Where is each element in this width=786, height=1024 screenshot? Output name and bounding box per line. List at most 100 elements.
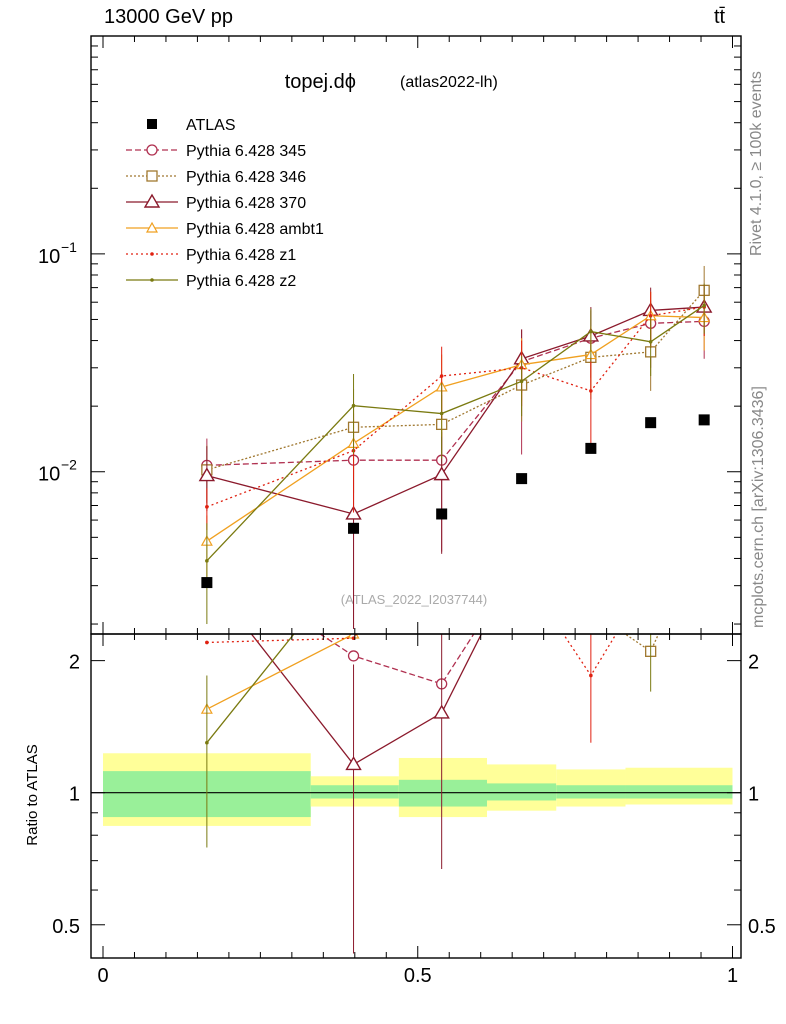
legend-label: Pythia 6.428 z2 [186,273,296,290]
series-line [206,320,705,466]
series-ratio-point [699,592,709,602]
series-ratio-point [644,558,658,570]
watermark: (ATLAS_2022_I2037744) [341,592,487,607]
series-ratio-point [697,558,711,570]
band-inner [556,785,626,799]
atlas-data-point [516,473,528,485]
series-point [439,374,444,378]
series-ratio-point [205,640,209,645]
chart-subtitle: (atlas2022-lh) [400,74,498,91]
chart-title: topej.dϕ [285,71,356,93]
series-ratio-point [517,598,527,608]
series-ratio-point [515,547,529,559]
x-tick-label: 0 [97,965,108,987]
series-point [351,403,356,408]
legend-label: Pythia 6.428 z1 [186,247,296,264]
series-point [702,303,706,308]
band-inner [310,785,399,799]
series-ratio-line [250,634,483,766]
series-ratio-point [702,563,706,567]
ratio-tick-label-right: 2 [748,652,759,674]
series-1-main [201,265,710,503]
legend-label: Pythia 6.428 370 [186,195,306,212]
ratio-tick-label-left: 2 [69,652,80,674]
atlas-data-point [698,414,710,426]
series-point [519,379,524,384]
legend-marker-atlas [147,119,157,129]
series-0-main [201,299,710,629]
series-point [439,411,444,416]
series-point [433,466,450,481]
legend-label: Pythia 6.428 345 [186,143,306,160]
series-point [589,389,593,393]
series-point [205,505,209,509]
series-ratio-point [702,563,706,567]
series-point [648,313,653,318]
band-inner [625,785,733,799]
series-line [206,306,705,508]
series-ratio-point [520,569,524,573]
legend-marker [146,170,158,182]
ratio-tick-label-right: 1 [748,784,759,806]
series-ratio-point [699,582,709,591]
series-ratio-point [589,558,593,562]
legend-label-atlas: ATLAS [186,117,236,134]
x-tick-label: 1 [727,965,738,987]
series-ratio-point [586,606,596,616]
ratio-tick-label-left: 0.5 [52,916,80,938]
ratio-y-label: Ratio to ATLAS [24,744,41,845]
series-ratio-point [517,555,527,565]
atlas-data-point [201,577,213,589]
series-ratio-point [586,598,596,607]
legend-marker [145,221,159,233]
series-5-main [205,283,706,625]
series-ratio-point [433,704,450,719]
series-ratio-point [520,595,524,599]
atlas-data-point [436,508,448,520]
series-ratio-point [646,572,656,581]
atlas-data-point [348,522,360,534]
series-point [345,505,362,520]
series-ratio-line [318,634,475,685]
y-tick-label: 10 [38,246,60,268]
ratio-frame [90,633,742,959]
series-point [198,467,216,482]
series-2-ratio [250,547,711,954]
series-ratio-line [206,634,355,710]
legend-label: Pythia 6.428 346 [186,169,306,186]
legend-marker [143,193,161,208]
energy-label: 13000 GeV pp [104,6,233,28]
series-ratio-point [649,575,653,579]
series-point [205,559,209,563]
series-line [206,315,705,542]
series-3-main [200,291,711,577]
series-ratio-point [699,528,709,538]
series-ratio-point [345,756,362,771]
series-ratio-line [206,634,295,744]
series-ratio-point [517,560,527,569]
series-line [206,304,705,562]
y-tick-label: 10 [38,464,60,486]
process-label: tt̄ [714,6,726,28]
band-inner [486,783,557,801]
series-ratio-point [347,650,360,662]
legend-marker [150,252,154,256]
series-ratio-point [584,558,598,570]
x-tick-label: 0.5 [404,965,432,987]
series-ratio-point [586,566,596,576]
legend-label: Pythia 6.428 ambt1 [186,221,324,238]
y-tick-exponent: −1 [61,239,77,255]
series-point [648,339,653,344]
series-ratio-point [649,624,653,628]
atlas-data-point [645,417,657,429]
legend-marker [150,278,154,282]
ratio-tick-label-right: 0.5 [748,916,776,938]
legend-marker [146,144,158,156]
y-tick-exponent: −2 [61,457,77,473]
series-ratio-point [437,606,447,616]
ratio-tick-label-left: 1 [69,784,80,806]
series-4-ratio [205,563,706,743]
series-point [589,329,593,334]
series-ratio-point [646,585,656,595]
